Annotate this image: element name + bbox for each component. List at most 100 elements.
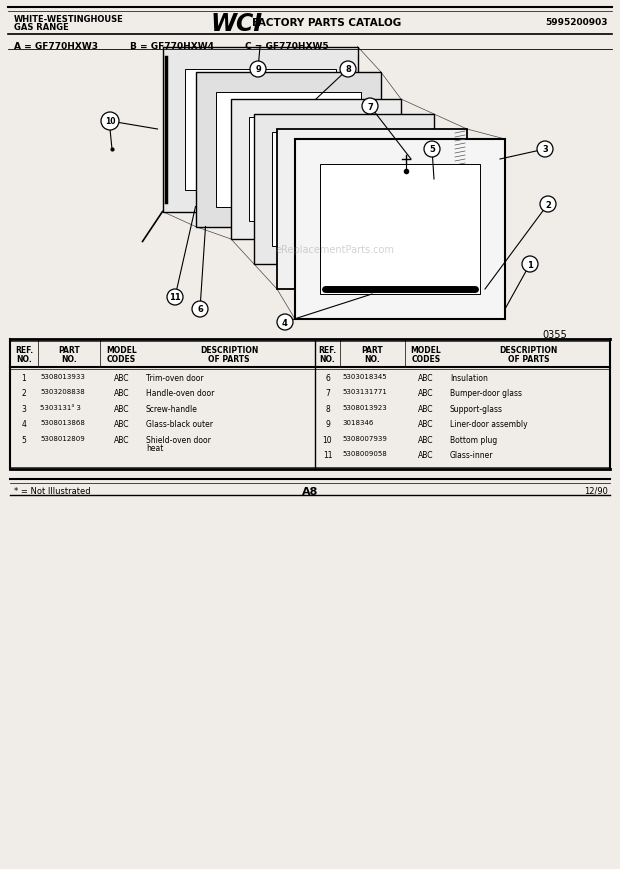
Circle shape <box>277 315 293 330</box>
Text: Screw-handle: Screw-handle <box>146 404 198 414</box>
Circle shape <box>340 62 356 78</box>
Text: 9: 9 <box>325 420 330 428</box>
Circle shape <box>167 289 183 306</box>
Text: ABC: ABC <box>418 435 434 444</box>
Text: 5308013933: 5308013933 <box>40 374 85 380</box>
Text: ABC: ABC <box>113 404 129 414</box>
Text: ABC: ABC <box>113 420 129 428</box>
Text: 5308012809: 5308012809 <box>40 435 85 441</box>
Text: 2: 2 <box>22 389 27 398</box>
Text: 2: 2 <box>545 200 551 209</box>
Circle shape <box>540 196 556 213</box>
Text: Handle-oven door: Handle-oven door <box>146 389 215 398</box>
Bar <box>295 140 505 320</box>
Text: DESCRIPTION: DESCRIPTION <box>200 346 258 355</box>
Circle shape <box>522 256 538 273</box>
Text: 10: 10 <box>322 435 332 444</box>
Text: ABC: ABC <box>418 389 434 398</box>
Text: Trim-oven door: Trim-oven door <box>146 374 203 382</box>
Text: 4: 4 <box>282 318 288 327</box>
Text: 8: 8 <box>345 65 351 75</box>
Circle shape <box>192 302 208 318</box>
Text: 5: 5 <box>22 435 27 444</box>
Text: ABC: ABC <box>418 420 434 428</box>
Text: MODEL: MODEL <box>106 346 137 355</box>
Text: OF PARTS: OF PARTS <box>508 355 549 363</box>
Text: REF.: REF. <box>319 346 337 355</box>
Text: Glass-inner: Glass-inner <box>450 450 494 460</box>
Text: GAS RANGE: GAS RANGE <box>14 23 69 32</box>
Text: 11: 11 <box>169 293 181 302</box>
Bar <box>272 133 416 247</box>
Text: Bottom plug: Bottom plug <box>450 435 497 444</box>
Text: 5303131771: 5303131771 <box>342 389 387 395</box>
Text: PART: PART <box>58 346 80 355</box>
Text: 0355: 0355 <box>542 329 567 340</box>
Bar <box>185 70 335 190</box>
Text: 5303131³ 3: 5303131³ 3 <box>40 404 81 410</box>
Text: 5308007939: 5308007939 <box>342 435 387 441</box>
Text: 8: 8 <box>325 404 330 414</box>
Bar <box>254 115 434 265</box>
Text: 5995200903: 5995200903 <box>546 18 608 27</box>
Text: 3018346: 3018346 <box>342 420 373 426</box>
Text: Glass-black outer: Glass-black outer <box>146 420 213 428</box>
Text: MODEL: MODEL <box>410 346 441 355</box>
Text: 5308009058: 5308009058 <box>342 450 387 456</box>
Text: 9: 9 <box>255 65 261 75</box>
Text: 5: 5 <box>429 145 435 155</box>
Bar <box>231 100 401 240</box>
Text: NO.: NO. <box>365 355 381 363</box>
Text: 6: 6 <box>197 305 203 314</box>
Text: Shield-oven door: Shield-oven door <box>146 435 211 444</box>
Text: 4: 4 <box>22 420 27 428</box>
Text: heat: heat <box>146 443 164 452</box>
Text: NO.: NO. <box>320 355 335 363</box>
Text: 5303018345: 5303018345 <box>342 374 387 380</box>
Text: 1: 1 <box>527 260 533 269</box>
Bar <box>216 92 360 208</box>
Text: REF.: REF. <box>15 346 33 355</box>
Text: 6: 6 <box>325 374 330 382</box>
Circle shape <box>101 113 119 131</box>
Text: ABC: ABC <box>418 374 434 382</box>
Text: ABC: ABC <box>113 389 129 398</box>
Circle shape <box>250 62 266 78</box>
Text: Bumper-door glass: Bumper-door glass <box>450 389 522 398</box>
Bar <box>277 129 467 289</box>
Text: 7: 7 <box>367 103 373 111</box>
Circle shape <box>537 142 553 158</box>
Bar <box>162 48 358 212</box>
Text: A = GF770HXW3: A = GF770HXW3 <box>14 42 98 51</box>
Text: 1: 1 <box>22 374 27 382</box>
Text: 7: 7 <box>325 389 330 398</box>
Bar <box>195 72 381 227</box>
Text: ABC: ABC <box>113 374 129 382</box>
Circle shape <box>362 99 378 115</box>
Text: ABC: ABC <box>418 450 434 460</box>
Text: WHITE-WESTINGHOUSE: WHITE-WESTINGHOUSE <box>14 15 124 24</box>
Text: 3: 3 <box>542 145 548 155</box>
Bar <box>249 118 383 222</box>
Text: OF PARTS: OF PARTS <box>208 355 250 363</box>
Text: ABC: ABC <box>113 435 129 444</box>
Text: Insulation: Insulation <box>450 374 488 382</box>
Text: 5308013868: 5308013868 <box>40 420 85 426</box>
Text: NO.: NO. <box>61 355 77 363</box>
Bar <box>297 149 447 269</box>
Text: PART: PART <box>361 346 383 355</box>
Bar <box>320 165 480 295</box>
Text: ABC: ABC <box>418 404 434 414</box>
Text: 5303208838: 5303208838 <box>40 389 85 395</box>
Text: 10: 10 <box>105 117 115 126</box>
Text: Support-glass: Support-glass <box>450 404 503 414</box>
Text: * = Not Illustrated: * = Not Illustrated <box>14 487 91 495</box>
Text: FACTORY PARTS CATALOG: FACTORY PARTS CATALOG <box>252 18 401 28</box>
Text: 11: 11 <box>323 450 332 460</box>
Text: DESCRIPTION: DESCRIPTION <box>499 346 557 355</box>
Text: 5308013923: 5308013923 <box>342 404 387 410</box>
Text: 12/90: 12/90 <box>584 487 608 495</box>
Text: A8: A8 <box>302 487 318 496</box>
Text: B = GF770HXW4: B = GF770HXW4 <box>130 42 214 51</box>
Text: 3: 3 <box>22 404 27 414</box>
